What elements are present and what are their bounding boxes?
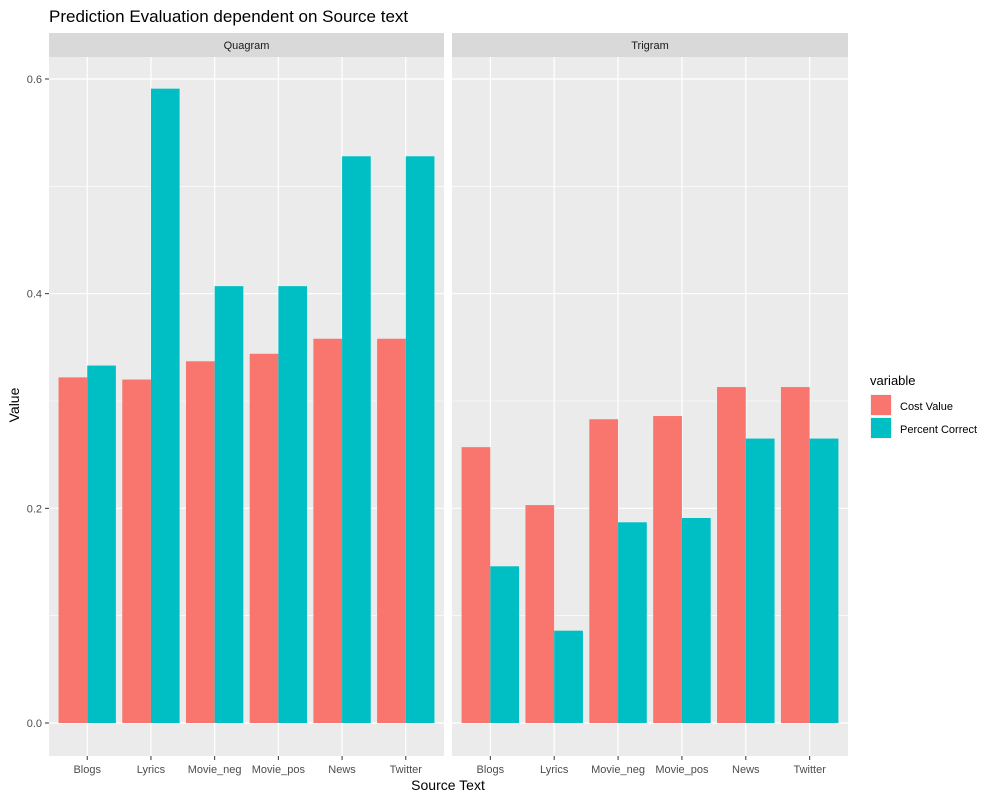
x-tick-label: Lyrics — [137, 764, 166, 776]
bar-trigram-twitter-cost-value — [780, 387, 810, 723]
facet-strip-label: Trigram — [631, 40, 668, 52]
bar-trigram-lyrics-cost-value — [525, 505, 555, 723]
x-tick-label: Movie_pos — [252, 764, 306, 776]
legend-swatch — [871, 395, 891, 415]
x-tick-label: Movie_neg — [591, 764, 645, 776]
x-tick-label: News — [328, 764, 356, 776]
bar-quagram-news-percent-correct — [342, 156, 371, 723]
bar-quagram-movie_neg-cost-value — [185, 361, 215, 723]
y-tick-label: 0.0 — [27, 718, 42, 730]
bar-quagram-movie_pos-percent-correct — [278, 286, 308, 723]
x-tick-label: Movie_neg — [188, 764, 242, 776]
chart-title: Prediction Evaluation dependent on Sourc… — [49, 7, 408, 26]
facet-panel-quagram: Quagram Blogs Lyrics Movie_neg Movie_pos News… — [49, 33, 444, 776]
facet-strip-label: Quagram — [224, 40, 270, 52]
facet-panels: Quagram Blogs Lyrics Movie_neg Movie_pos News… — [49, 33, 848, 776]
y-tick-label: 0.4 — [27, 289, 42, 301]
x-tick-label: News — [732, 764, 760, 776]
bar-trigram-blogs-percent-correct — [490, 566, 520, 723]
bar-quagram-twitter-cost-value — [377, 338, 406, 723]
facet-panel-trigram: Trigram Blogs Lyrics Movie_neg Movie_pos News… — [452, 33, 848, 776]
y-tick-label: 0.2 — [27, 503, 42, 515]
legend-swatch — [871, 418, 891, 438]
y-axis-title: Value — [6, 387, 22, 422]
bar-quagram-lyrics-cost-value — [122, 379, 151, 723]
legend-label: Percent Correct — [900, 424, 977, 436]
x-tick-label: Twitter — [390, 764, 423, 776]
bar-quagram-movie_neg-percent-correct — [214, 286, 244, 723]
facet-strip — [452, 33, 848, 57]
bar-trigram-blogs-cost-value — [461, 447, 491, 723]
y-axis: 0.0 0.2 0.4 0.6 — [27, 74, 49, 730]
bar-quagram-news-cost-value — [313, 338, 343, 723]
bar-trigram-movie_pos-percent-correct — [681, 517, 711, 723]
x-tick-label: Blogs — [73, 764, 101, 776]
x-tick-label: Movie_pos — [655, 764, 709, 776]
bar-quagram-blogs-percent-correct — [87, 365, 116, 723]
facet-strip — [49, 33, 444, 57]
bar-trigram-news-cost-value — [717, 387, 746, 723]
bar-trigram-movie_neg-cost-value — [589, 419, 619, 723]
x-tick-label: Lyrics — [540, 764, 569, 776]
bar-quagram-blogs-cost-value — [58, 377, 88, 723]
legend-title: variable — [870, 373, 916, 388]
y-tick-label: 0.6 — [27, 74, 42, 86]
bar-quagram-movie_pos-cost-value — [249, 353, 279, 723]
bar-trigram-news-percent-correct — [745, 438, 775, 723]
x-tick-label: Twitter — [793, 764, 826, 776]
legend: variable Cost Value Percent Correct — [870, 373, 977, 439]
x-axis-title: Source Text — [411, 777, 485, 793]
bar-quagram-lyrics-percent-correct — [150, 88, 180, 723]
legend-label: Cost Value — [900, 401, 953, 413]
bar-trigram-movie_pos-cost-value — [653, 416, 682, 723]
x-tick-label: Blogs — [477, 764, 505, 776]
bar-trigram-lyrics-percent-correct — [554, 630, 583, 723]
bar-trigram-movie_neg-percent-correct — [618, 522, 647, 723]
bar-quagram-twitter-percent-correct — [405, 156, 435, 723]
bar-trigram-twitter-percent-correct — [809, 438, 839, 723]
